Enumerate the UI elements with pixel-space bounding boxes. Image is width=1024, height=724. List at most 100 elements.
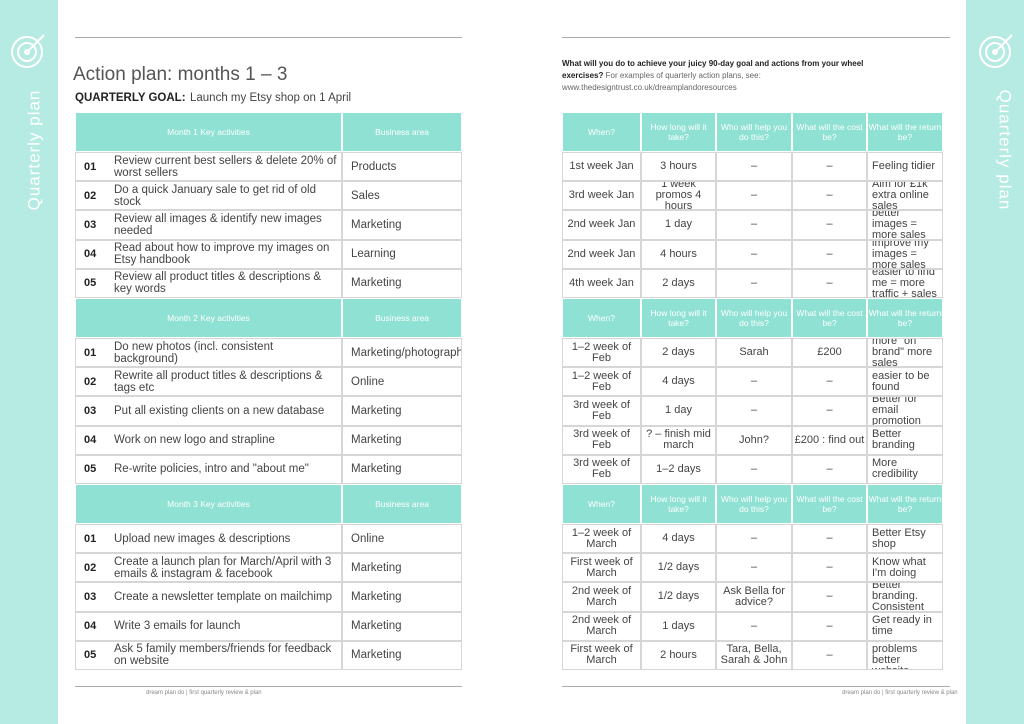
plan-cell: 1–2 days xyxy=(641,454,716,484)
plan-cell: 1/2 days xyxy=(641,582,716,612)
plan-cell: 3rd week of Feb xyxy=(562,396,641,426)
plan-cell: 1 day xyxy=(641,396,716,426)
plan-cell: 1st week Jan xyxy=(562,152,641,182)
plan-cell: 2nd week Jan xyxy=(562,239,641,269)
plan-cell: Sarah xyxy=(716,338,792,368)
header-cell: Who will help you do this? xyxy=(716,298,792,338)
row-number: 01 xyxy=(84,532,97,545)
plan-cell: – xyxy=(792,640,867,670)
activity-cell: 05 Review all product titles & descriptio… xyxy=(75,268,342,298)
plan-cell: easier to be found xyxy=(867,367,943,397)
row-number: 04 xyxy=(84,620,97,633)
plan-cell: Tara, Bella, Sarah & John xyxy=(716,640,792,670)
area-cell: Marketing xyxy=(342,425,462,455)
row-number: 02 xyxy=(84,561,97,574)
row-number: 01 xyxy=(84,160,97,173)
plan-cell: – xyxy=(716,367,792,397)
activity-cell: 05 Re-write policies, intro and "about me… xyxy=(75,454,342,484)
bottom-rule xyxy=(75,686,462,687)
activity: Review all product titles & descriptions… xyxy=(114,271,322,296)
plan-cell: Ask Bella for advice? xyxy=(716,582,792,612)
plan-cell: 4th week Jan xyxy=(562,268,641,298)
target-icon xyxy=(979,34,1013,68)
intro: What will you do to achieve your juicy 9… xyxy=(562,58,902,94)
plan-cell: – xyxy=(792,210,867,240)
goal-label: QUARTERLY GOAL: xyxy=(75,92,186,104)
plan-cell: First week of March xyxy=(562,640,641,670)
row-number: 02 xyxy=(84,189,97,202)
footer: dream plan do | first quarterly review &… xyxy=(146,690,262,696)
area-cell: Online xyxy=(342,367,462,397)
header-cell: Who will help you do this? xyxy=(716,484,792,524)
activity: Do a quick January sale to get rid of ol… xyxy=(114,183,317,208)
header-cell: What will the cost be? xyxy=(792,112,867,152)
header-cell: What will the return be? xyxy=(867,112,943,152)
plan-cell: 3rd week of Feb xyxy=(562,425,641,455)
plan-cell: 2 days xyxy=(641,338,716,368)
header-cell: How long will it take? xyxy=(641,484,716,524)
page-title: Action plan: months 1 – 3 xyxy=(73,64,288,85)
row-number: 01 xyxy=(84,346,97,359)
plan-cell: 4 days xyxy=(641,524,716,554)
header-cell: Month 3 Key activities xyxy=(75,484,342,524)
row-number: 03 xyxy=(84,218,97,231)
plan-cell: – xyxy=(792,524,867,554)
goal: Launch my Etsy shop on 1 April xyxy=(190,92,352,104)
header-cell: What will the return be? xyxy=(867,484,943,524)
activity: Upload new images & descriptions xyxy=(114,532,291,545)
plan-cell: Better Etsy shop xyxy=(867,524,943,554)
plan-cell: 2nd week of March xyxy=(562,611,641,641)
activity-cell: 01 Review current best sellers & delete 2… xyxy=(75,152,342,182)
row-number: 05 xyxy=(84,277,97,290)
plan-cell: – xyxy=(716,396,792,426)
plan-cell: 4 days xyxy=(641,367,716,397)
area-cell: Marketing xyxy=(342,210,462,240)
plan-cell: 2 days xyxy=(641,268,716,298)
header-cell: When? xyxy=(562,484,641,524)
area-cell: Marketing xyxy=(342,553,462,583)
area-cell: Marketing xyxy=(342,611,462,641)
row-number: 02 xyxy=(84,375,97,388)
plan-cell: – xyxy=(792,239,867,269)
plan-cell: Less problems better website xyxy=(867,640,943,670)
plan-cell: Feeling tidier xyxy=(867,152,943,182)
plan-cell: – xyxy=(792,553,867,583)
area-cell: Online xyxy=(342,524,462,554)
area-cell: Marketing/photography xyxy=(342,338,462,368)
plan-cell: Better for email promotion xyxy=(867,396,943,426)
plan-cell: 1 week promos 4 hours xyxy=(641,181,716,211)
plan-cell: easier to find me = more traffic + sales xyxy=(867,268,943,298)
plan-cell: 3rd week Jan xyxy=(562,181,641,211)
target-icon xyxy=(11,34,45,68)
intro-bold: What will you do to achieve your juicy 9… xyxy=(562,59,864,80)
plan-cell: 1 days xyxy=(641,611,716,641)
left-strip: Quarterly plan xyxy=(0,0,58,724)
activity: Create a newsletter template on mailchim… xyxy=(114,590,332,603)
plan-cell: – xyxy=(716,553,792,583)
bottom-rule xyxy=(562,686,950,687)
top-rule xyxy=(562,37,950,38)
side-label: Quarterly plan xyxy=(995,89,1015,211)
plan-cell: – xyxy=(716,454,792,484)
plan-cell: 3rd week of Feb xyxy=(562,454,641,484)
plan-cell: 4 hours xyxy=(641,239,716,269)
area-cell: Sales xyxy=(342,181,462,211)
plan-cell: Better branding. Consistent xyxy=(867,582,943,612)
header-cell: Business area xyxy=(342,298,462,338)
plan-cell: more "on brand" more sales xyxy=(867,338,943,368)
activity-cell: 02 Create a launch plan for March/April w… xyxy=(75,553,342,583)
area-cell: Marketing xyxy=(342,454,462,484)
plan-cell: Get ready in time xyxy=(867,611,943,641)
activity-cell: 03 Review all images & identify new image… xyxy=(75,210,342,240)
row-number: 04 xyxy=(84,248,97,261)
row-number: 05 xyxy=(84,463,97,476)
plan-cell: ? – finish mid march xyxy=(641,425,716,455)
area-cell: Marketing xyxy=(342,396,462,426)
plan-cell: improve my images = more sales xyxy=(867,239,943,269)
intro-text: For examples of quarterly action plans, … xyxy=(562,71,761,92)
activity: Put all existing clients on a new databa… xyxy=(114,404,325,417)
header-cell: Month 2 Key activities xyxy=(75,298,342,338)
header-cell: Business area xyxy=(342,112,462,152)
activity-cell: 05 Ask 5 family members/friends for feedb… xyxy=(75,640,342,670)
plan-cell: – xyxy=(792,611,867,641)
